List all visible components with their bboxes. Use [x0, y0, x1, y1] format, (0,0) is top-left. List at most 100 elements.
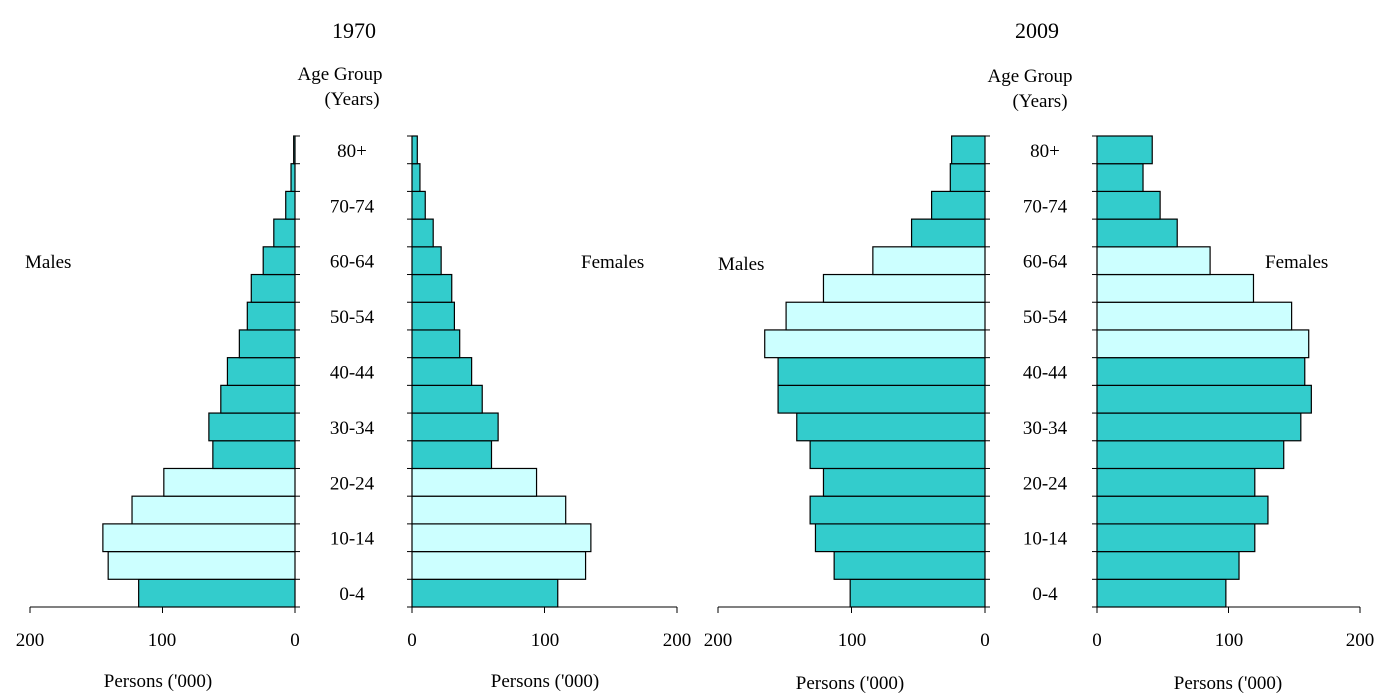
male-bar — [809, 495, 986, 525]
age-group-label: 60-64 — [1023, 252, 1068, 273]
age-group-label: 40-44 — [1023, 363, 1068, 384]
males-tick-label: 200 — [704, 630, 733, 651]
female-bar — [1096, 246, 1211, 276]
female-bar — [1096, 440, 1285, 470]
females-tick-label: 200 — [663, 630, 692, 651]
female-bar — [411, 467, 538, 497]
female-bar — [411, 163, 421, 193]
female-bar — [1096, 523, 1256, 553]
pyramid-1970: 1970 Age Group (Years) Males Females Per… — [16, 18, 692, 692]
female-bar — [1096, 135, 1153, 165]
male-bar — [208, 412, 296, 442]
pyramid-title: 1970 — [332, 18, 376, 43]
age-axis-title-line1: Age Group — [988, 66, 1073, 87]
female-bar — [1096, 578, 1227, 608]
male-bar — [131, 495, 296, 525]
female-bar — [1096, 495, 1269, 525]
male-bar — [163, 467, 296, 497]
age-axis-title-line2: (Years) — [324, 89, 379, 110]
age-group-label: 50-54 — [1023, 307, 1068, 328]
male-bar — [777, 384, 986, 414]
female-bar — [411, 135, 418, 165]
pyramid-2009-bars: 0-4 10-14 20-24 30-34 40-44 50-54 60-64 70-74 80… — [717, 135, 1361, 613]
female-bar — [1096, 550, 1240, 580]
female-bar — [411, 523, 592, 553]
female-bar — [411, 357, 473, 386]
age-group-label: 40-44 — [330, 363, 375, 384]
age-group-label: 20-24 — [330, 473, 375, 494]
male-bar — [107, 550, 296, 580]
male-bar — [102, 523, 296, 553]
female-bar — [411, 578, 559, 608]
male-bar — [809, 440, 986, 470]
age-group-label: 10-14 — [330, 529, 375, 550]
male-bar — [814, 523, 986, 553]
females-label: Females — [581, 252, 644, 273]
female-bar — [411, 246, 442, 276]
female-bar — [1096, 412, 1302, 442]
female-bar — [411, 495, 567, 525]
female-bar — [411, 412, 499, 442]
male-bar — [872, 246, 986, 276]
male-bar — [777, 357, 986, 386]
age-axis-title-line2: (Years) — [1012, 91, 1067, 112]
male-bar — [212, 440, 296, 470]
female-bar — [411, 329, 461, 359]
male-bar — [910, 218, 986, 248]
males-tick-label: 0 — [980, 630, 990, 651]
male-bar — [250, 273, 296, 303]
males-tick-label: 0 — [290, 630, 300, 651]
male-bar — [796, 412, 986, 442]
age-group-label: 60-64 — [330, 252, 375, 273]
males-x-axis-label: Persons ('000) — [796, 673, 904, 693]
male-bar — [930, 190, 986, 220]
female-bar — [411, 384, 483, 414]
females-tick-label: 100 — [531, 630, 560, 651]
male-bar — [849, 578, 986, 608]
female-bar — [411, 273, 453, 303]
male-bar — [764, 329, 986, 359]
females-tick-label: 200 — [1346, 630, 1375, 651]
female-bar — [1096, 190, 1161, 220]
age-axis-title-line1: Age Group — [298, 64, 383, 85]
age-group-label: 30-34 — [330, 418, 375, 439]
male-bar — [285, 190, 296, 220]
male-bar — [785, 301, 986, 331]
age-group-label: 10-14 — [1023, 529, 1068, 550]
male-bar — [833, 550, 986, 580]
male-bar — [293, 135, 296, 165]
female-bar — [1096, 218, 1178, 248]
male-bar — [238, 329, 296, 359]
female-bar — [411, 550, 587, 580]
males-label: Males — [718, 254, 764, 275]
males-label: Males — [25, 252, 71, 273]
age-group-label: 30-34 — [1023, 418, 1068, 439]
age-group-label: 0-4 — [339, 584, 365, 605]
female-bar — [1096, 301, 1293, 331]
females-tick-label: 0 — [1092, 630, 1102, 651]
male-bar — [246, 301, 296, 331]
male-bar — [226, 357, 296, 386]
male-bar — [949, 163, 986, 193]
age-group-label: 80+ — [1030, 141, 1060, 162]
age-group-label: 50-54 — [330, 307, 375, 328]
age-group-label: 0-4 — [1032, 584, 1058, 605]
male-bar — [273, 218, 296, 248]
female-bar — [411, 301, 456, 331]
female-bar — [1096, 467, 1256, 497]
female-bar — [411, 190, 426, 220]
male-bar — [138, 578, 296, 608]
male-bar — [822, 273, 986, 303]
female-bar — [1096, 273, 1255, 303]
female-bar — [1096, 357, 1306, 386]
female-bar — [411, 218, 434, 248]
female-bar — [1096, 384, 1312, 414]
females-tick-label: 100 — [1215, 630, 1244, 651]
females-tick-label: 0 — [407, 630, 417, 651]
females-x-axis-label: Persons ('000) — [491, 671, 599, 692]
male-bar — [822, 467, 986, 497]
female-bar — [1096, 163, 1144, 193]
female-bar — [1096, 329, 1310, 359]
